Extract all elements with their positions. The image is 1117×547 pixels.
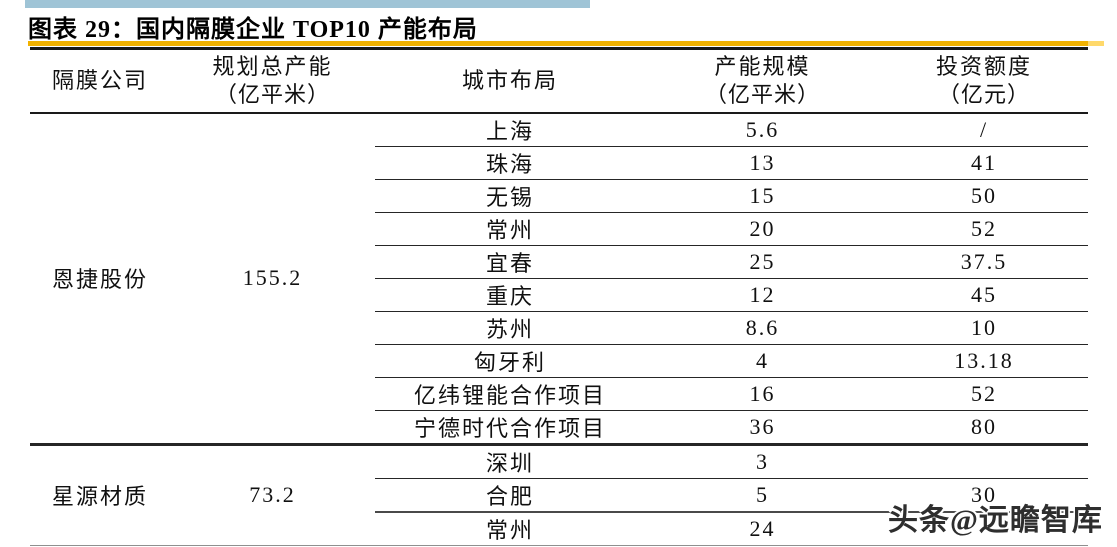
investment-cell: 37.5 [880, 245, 1088, 279]
capacity-cell: 16 [645, 377, 880, 411]
capacity-cell: 5.6 [645, 112, 880, 147]
capacity-cell: 25 [645, 245, 880, 279]
total-capacity-cell: 73.2 [249, 482, 296, 507]
city-cell: 重庆 [375, 278, 645, 312]
investment-cell [880, 444, 1088, 479]
investment-cell: 50 [880, 179, 1088, 213]
city-cell: 珠海 [375, 146, 645, 180]
city-cell: 宁德时代合作项目 [375, 410, 645, 446]
investment-cell: 80 [880, 410, 1088, 446]
capacity-cell: 5 [645, 478, 880, 513]
header-row: 隔膜公司 规划总产能 （亿平米） 城市布局 产能规模 （亿平米） 投资额度 [30, 48, 1088, 114]
col-header-sub: （亿平米） [214, 81, 330, 107]
investment-cell: 52 [880, 212, 1088, 246]
table-row: 重庆 12 45 [30, 278, 1088, 312]
top-blue-strip [25, 0, 590, 8]
capacity-cell: 8.6 [645, 311, 880, 345]
table-row: 宁德时代合作项目 36 80 [30, 410, 1088, 446]
company-cell: 恩捷股份 [30, 112, 170, 446]
capacity-cell: 24 [749, 515, 776, 541]
accent-divider [28, 41, 1104, 46]
col-header-capacity-scale: 产能规模 （亿平米） [645, 48, 880, 114]
col-header-planned-capacity: 规划总产能 （亿平米） [170, 48, 375, 114]
col-header-label: 城市布局 [461, 68, 558, 93]
capacity-cell: 13 [645, 146, 880, 180]
col-header-sub: （亿平米） [704, 81, 820, 107]
table-row: 苏州 8.6 10 [30, 311, 1088, 345]
table-row: 常州 24 [30, 512, 1088, 546]
capacity-cell: 4 [645, 344, 880, 378]
city-cell: 亿纬锂能合作项目 [375, 377, 645, 411]
table-row: 亿纬锂能合作项目 16 52 [30, 377, 1088, 411]
investment-cell: 41 [880, 146, 1088, 180]
investment-cell: 10 [880, 311, 1088, 345]
col-header-city-layout: 城市布局 [375, 48, 645, 114]
capacity-cell: 20 [645, 212, 880, 246]
city-cell: 匈牙利 [375, 344, 645, 378]
capacity-cell: 3 [645, 444, 880, 479]
total-capacity-cell: 155.2 [170, 112, 375, 446]
col-header-label: 产能规模 [714, 54, 811, 80]
city-cell: 常州 [485, 517, 534, 543]
accent-divider-tail [1088, 41, 1104, 46]
table-row: 匈牙利 4 13.18 [30, 344, 1088, 378]
table-row: 星源材质 73.2 深圳 3 [30, 444, 1088, 509]
investment-cell: 13.18 [880, 344, 1088, 378]
table-row: 宜春 25 37.5 [30, 245, 1088, 279]
investment-cell: 30 [880, 478, 1088, 513]
capacity-cell: 36 [645, 410, 880, 446]
investment-cell: 52 [880, 377, 1088, 411]
accent-divider-main [28, 41, 1088, 46]
city-cell: 无锡 [375, 179, 645, 213]
company-cell: 星源材质 [51, 484, 148, 509]
city-cell: 合肥 [375, 478, 645, 513]
col-header-company: 隔膜公司 [30, 48, 170, 114]
city-cell: 宜春 [375, 245, 645, 279]
capacity-cell: 15 [645, 179, 880, 213]
watermark: 头条@远瞻智库 [888, 504, 1103, 537]
table-row: 无锡 15 50 [30, 179, 1088, 213]
col-header-label: 隔膜公司 [51, 68, 148, 93]
figure-title: 图表 29：国内隔膜企业 TOP10 产能布局 [28, 17, 478, 43]
investment-cell: / [880, 112, 1088, 147]
table-row: 珠海 13 41 [30, 146, 1088, 180]
col-header-label: 投资额度 [935, 54, 1032, 80]
col-header-sub: （亿元） [937, 81, 1030, 107]
table-row: 恩捷股份 155.2 上海 5.6 / [30, 112, 1088, 446]
col-header-investment: 投资额度 （亿元） [880, 48, 1088, 114]
capacity-cell: 12 [645, 278, 880, 312]
capacity-table: 隔膜公司 规划总产能 （亿平米） 城市布局 产能规模 （亿平米） 投资额度 [30, 47, 1088, 546]
col-header-label: 规划总产能 [212, 54, 333, 80]
city-cell: 苏州 [375, 311, 645, 345]
city-cell: 常州 [375, 212, 645, 246]
investment-cell: 45 [880, 278, 1088, 312]
city-cell: 上海 [375, 112, 645, 147]
table-row: 合肥 5 30 [30, 478, 1088, 513]
city-cell: 深圳 [375, 444, 645, 479]
table-row: 常州 20 52 [30, 212, 1088, 246]
